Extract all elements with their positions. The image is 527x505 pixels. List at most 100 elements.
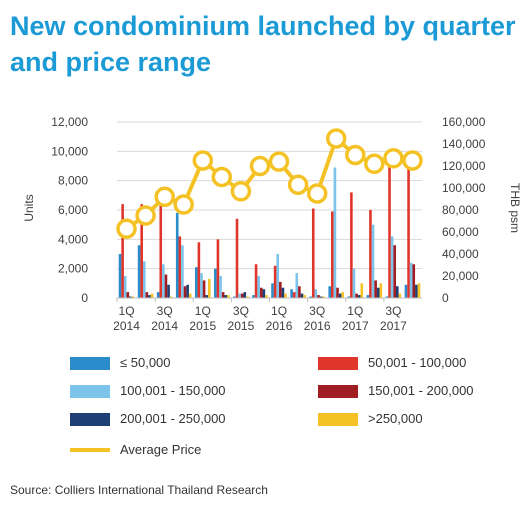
bar-le_50k: [328, 286, 332, 298]
bar-r50_100k: [407, 163, 410, 298]
average-price-point: [249, 155, 271, 177]
bar-gt_250k: [265, 295, 268, 298]
y2-tick-label: 40,000: [442, 247, 479, 261]
bar-r100_150k: [409, 262, 413, 298]
x-tick-label-quarter: 1Q: [195, 304, 211, 318]
bar-gt_250k: [341, 292, 345, 298]
x-tick-label-year: 2016: [266, 319, 293, 333]
bar-r200_250k: [319, 296, 323, 298]
x-tick-label-quarter: 3Q: [385, 304, 401, 318]
bar-r50_100k: [350, 192, 353, 298]
average-price-point: [364, 153, 385, 175]
chart-title: New condominium launched by quarter and …: [10, 11, 516, 77]
bar-gt_250k: [303, 295, 306, 298]
bar-le_50k: [404, 284, 408, 298]
bar-le_50k: [233, 296, 236, 298]
bar-r150_200k: [240, 293, 244, 298]
bar-r100_150k: [219, 276, 222, 298]
y2-tick-label: 140,000: [442, 137, 486, 151]
bar-r50_100k: [159, 204, 163, 298]
legend-label-r150_200k: 150,001 - 200,000: [368, 383, 474, 398]
legend-label-r200_250k: 200,001 - 250,000: [120, 411, 226, 426]
x-tick-label-quarter: 1Q: [347, 304, 363, 318]
bar-r100_150k: [181, 245, 184, 298]
average-price-point: [345, 144, 366, 166]
bar-r200_250k: [396, 286, 399, 298]
legend-swatch-le_50k: [70, 357, 110, 370]
y-tick-label: 10,000: [51, 144, 88, 158]
average-price-point: [116, 218, 137, 239]
x-tick-label-quarter: 1Q: [271, 304, 287, 318]
bar-le_50k: [271, 283, 274, 298]
bar-r200_250k: [415, 284, 418, 298]
bar-le_50k: [137, 245, 141, 298]
y2-tick-label: 100,000: [442, 181, 486, 195]
bar-r150_200k: [336, 287, 339, 298]
bar-r100_150k: [333, 167, 337, 298]
x-tick-label-year: 2017: [342, 319, 369, 333]
axes: 0 2,000 4,000 6,000 8,000 10,000 12,000 0 20,000…: [22, 115, 522, 333]
bar-gt_250k: [379, 283, 383, 298]
legend-swatch-average-price: [70, 448, 110, 452]
bar-r150_200k: [279, 281, 282, 298]
bar-r150_200k: [298, 286, 301, 298]
bar-gt_250k: [398, 293, 402, 298]
bar-r100_150k: [162, 264, 165, 298]
bar-r200_250k: [148, 295, 151, 298]
bar-r50_100k: [311, 208, 315, 298]
x-tick-label-year: 2016: [304, 319, 331, 333]
bar-r100_150k: [238, 293, 241, 298]
bar-gt_250k: [207, 278, 211, 298]
bar-le_50k: [214, 268, 217, 298]
bar-r200_250k: [281, 287, 285, 298]
average-price-point: [306, 183, 328, 204]
bar-r150_200k: [221, 292, 225, 298]
bar-le_50k: [366, 295, 370, 298]
average-price-point: [154, 186, 175, 208]
x-tick-label-year: 2017: [380, 319, 407, 333]
bar-r100_150k: [390, 236, 394, 298]
legend-label-le_50k: ≤ 50,000: [120, 355, 171, 370]
bar-r150_200k: [393, 245, 397, 298]
bar-r50_100k: [178, 236, 182, 298]
y2-tick-label: 20,000: [442, 269, 479, 283]
y-tick-label: 0: [81, 291, 88, 305]
x-tick-label-quarter: 3Q: [157, 304, 173, 318]
bar-r100_150k: [200, 273, 203, 298]
bar-gt_250k: [417, 283, 421, 298]
legend-swatch-gt_250k: [318, 413, 358, 426]
legend-swatch-r150_200k: [318, 385, 358, 398]
bar-r200_250k: [167, 284, 170, 298]
bar-r100_150k: [276, 254, 280, 298]
bar-r200_250k: [243, 292, 247, 298]
bar-gt_250k: [360, 283, 364, 298]
bar-le_50k: [118, 254, 122, 298]
bar-gt_250k: [246, 296, 249, 298]
legend-swatch-r50_100k: [318, 357, 358, 370]
bar-r50_100k: [273, 265, 277, 298]
bar-le_50k: [194, 267, 198, 298]
average-price-point: [383, 148, 404, 169]
average-price-point: [192, 150, 214, 171]
y-tick-label: 2,000: [58, 262, 88, 276]
bar-r100_150k: [314, 289, 318, 298]
x-tick-label-quarter: 3Q: [309, 304, 325, 318]
bar-r200_250k: [186, 284, 189, 298]
legend-label-average-price: Average Price: [120, 442, 202, 457]
average-price-point: [211, 166, 233, 188]
bar-r150_200k: [374, 280, 377, 298]
bar-r150_200k: [202, 280, 206, 298]
bar-le_50k: [156, 292, 160, 298]
x-tick-label-quarter: 3Q: [233, 304, 249, 318]
bar-r150_200k: [164, 274, 168, 298]
y-axis-label: Units: [22, 194, 36, 221]
bar-r200_250k: [376, 287, 380, 298]
legend-label-r50_100k: 50,001 - 100,000: [368, 355, 467, 370]
source-note: Source: Colliers International Thailand …: [10, 483, 268, 497]
bar-r50_100k: [197, 242, 201, 298]
bar-r200_250k: [262, 289, 266, 298]
bar-r200_250k: [357, 295, 361, 298]
bar-r100_150k: [371, 224, 375, 298]
bar-r200_250k: [205, 295, 208, 298]
average-price-point: [135, 205, 156, 226]
